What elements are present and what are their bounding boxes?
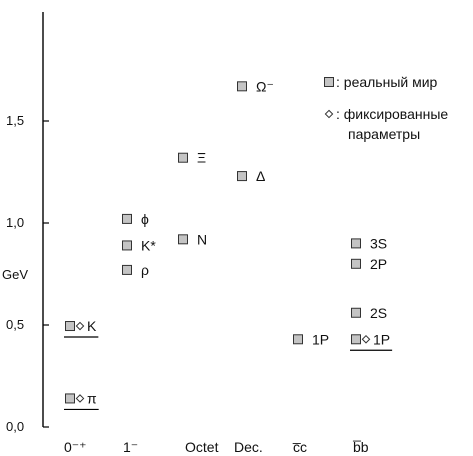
legend-item: : фиксированные параметры xyxy=(324,106,448,142)
data-point-label: 2P xyxy=(370,256,387,272)
data-point-label: 1P xyxy=(312,331,329,347)
data-point-label: π xyxy=(87,390,97,406)
data-point: 2S xyxy=(351,305,387,321)
x-category-label: b̅b xyxy=(352,439,369,455)
x-category-label: Octet xyxy=(185,439,219,455)
data-point: 1P xyxy=(350,331,393,351)
data-point: ϕ xyxy=(122,211,149,227)
data-point-label: Δ xyxy=(256,168,265,184)
data-point-marker xyxy=(351,238,361,249)
y-tick-label: 0,5 xyxy=(6,317,24,332)
y-tick-label: 1,0 xyxy=(6,215,24,230)
x-category-label: Dec. xyxy=(234,439,263,455)
data-point-marker xyxy=(122,213,132,224)
x-category-label: 1⁻ xyxy=(123,439,138,455)
legend-diamond-marker xyxy=(324,109,334,119)
data-point-marker xyxy=(351,334,361,345)
data-point: 2P xyxy=(351,256,387,272)
y-tick-label: 1,5 xyxy=(6,113,24,128)
data-point-label: K xyxy=(87,318,97,334)
data-point-marker xyxy=(237,171,247,182)
y-ticks: 0,0 0,5 1,0 1,5 xyxy=(6,113,49,434)
y-axis-label: GeV xyxy=(2,267,28,282)
data-point: Ξ xyxy=(178,150,206,166)
data-point: K* xyxy=(122,237,156,253)
data-point-marker xyxy=(178,152,188,163)
data-point-marker xyxy=(237,81,247,92)
data-point-label: N xyxy=(197,231,207,247)
data-point: Ω⁻ xyxy=(237,78,274,94)
data-point-marker xyxy=(65,321,75,332)
data-point-label: ρ xyxy=(141,262,149,278)
x-category-labels: 0⁻⁺ 1⁻ Octet Dec. c̅c b̅b xyxy=(64,439,369,455)
data-point-label: ϕ xyxy=(141,211,149,227)
fixed-parameter-marker xyxy=(75,321,85,331)
data-point-label: 3S xyxy=(370,235,387,251)
data-point: 3S xyxy=(351,235,387,251)
data-point-marker xyxy=(122,240,132,251)
data-point: ρ xyxy=(122,262,149,278)
x-category-label: 0⁻⁺ xyxy=(64,439,87,455)
legend-label: : реальный мир xyxy=(336,74,438,90)
y-axis: GeV 0,0 0,5 1,0 1,5 xyxy=(2,12,49,434)
x-category-label: c̅c xyxy=(292,439,307,455)
data-point-marker xyxy=(351,307,361,318)
data-point: Δ xyxy=(237,168,265,184)
legend: : реальный мир : фиксированные параметры xyxy=(324,74,448,142)
data-point-marker xyxy=(293,334,303,345)
data-point-marker xyxy=(178,234,188,245)
data-point-label: 2S xyxy=(370,305,387,321)
legend-label: параметры xyxy=(348,126,420,142)
legend-item: : реальный мир xyxy=(324,74,438,90)
data-point-label: Ξ xyxy=(197,150,206,166)
data-point-label: K* xyxy=(141,237,156,253)
data-point: N xyxy=(178,231,207,247)
data-point: K xyxy=(64,318,99,338)
data-point-marker xyxy=(122,264,132,275)
data-point-label: 1P xyxy=(373,331,390,347)
data-point-label: Ω⁻ xyxy=(256,78,274,94)
legend-square-marker xyxy=(324,77,334,87)
data-point: 1P xyxy=(293,331,329,347)
legend-label: : фиксированные xyxy=(336,106,448,122)
data-point-marker xyxy=(65,393,75,404)
fixed-parameter-marker xyxy=(75,394,85,403)
data-points: π Kρ K* ϕ N Ξ Δ Ω⁻ 1P 1P 2S 2P 3S xyxy=(64,78,393,411)
fixed-parameter-marker xyxy=(361,334,371,344)
y-tick-label: 0,0 xyxy=(6,419,24,434)
data-point-marker xyxy=(351,258,361,269)
data-point: π xyxy=(64,390,99,411)
